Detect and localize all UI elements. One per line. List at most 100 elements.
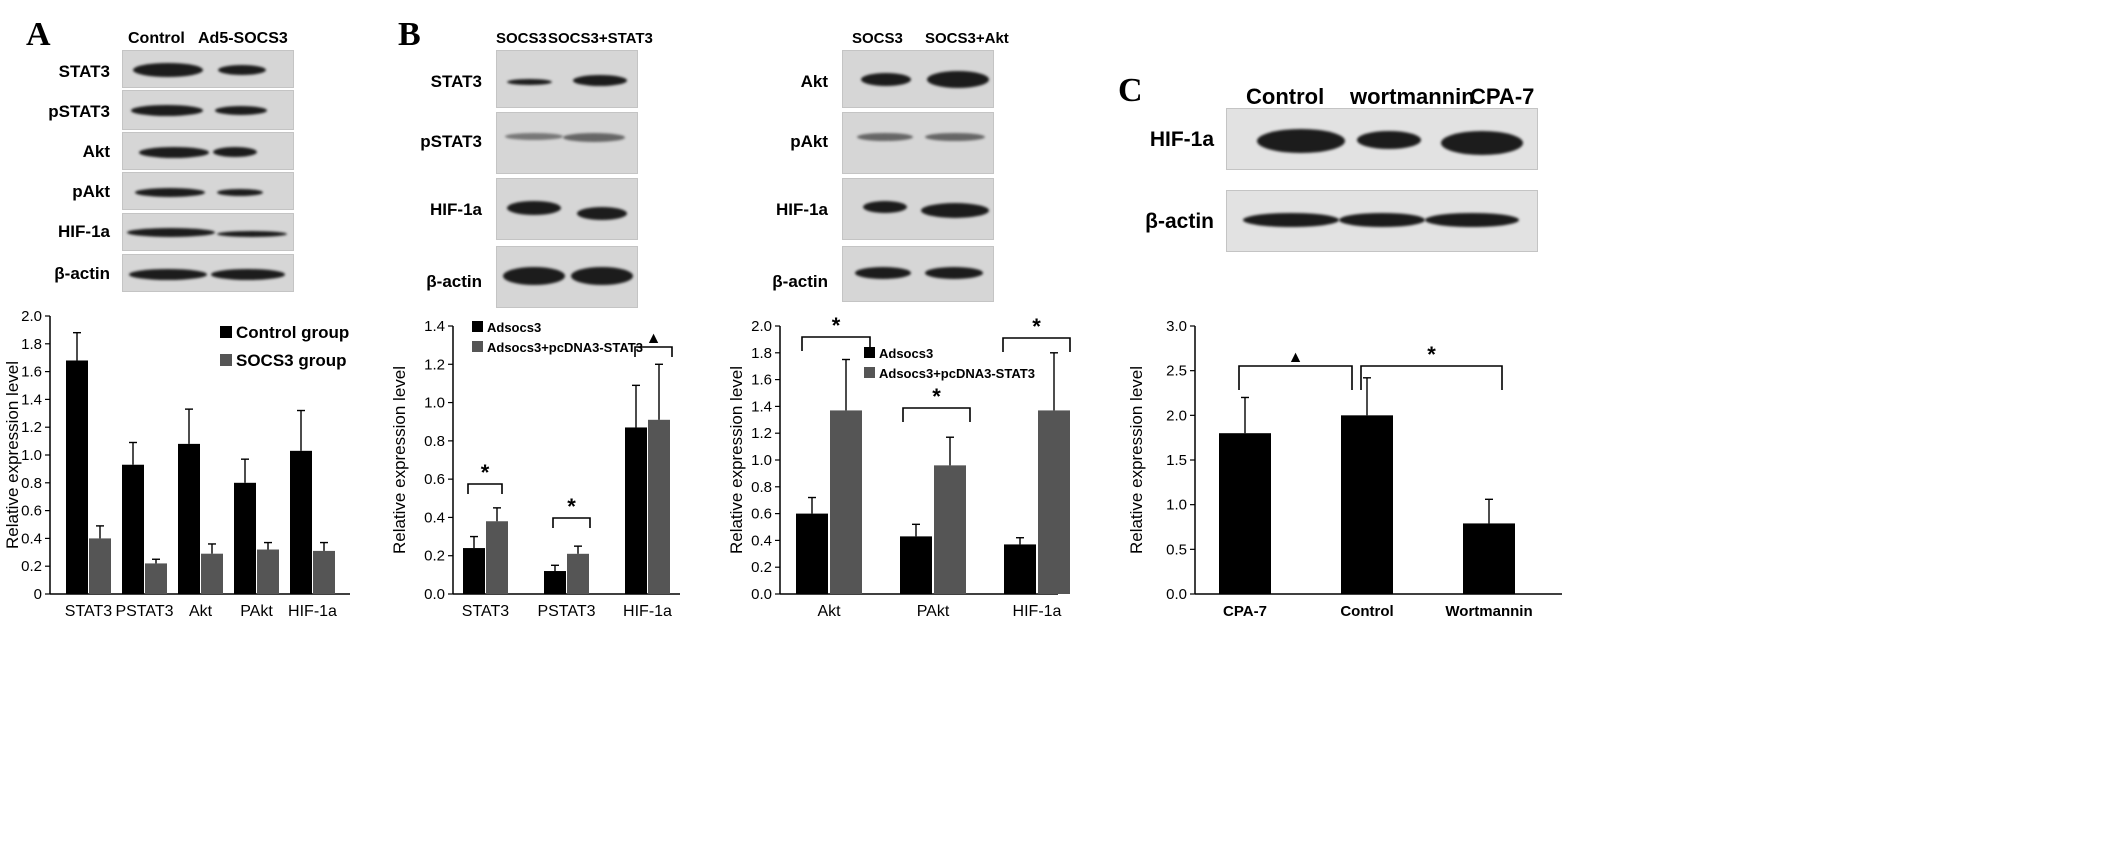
legend-label: SOCS3 group [236,351,347,370]
blot-strip [496,178,638,240]
bar [1219,433,1271,594]
bar [1463,523,1515,594]
panel-letter-b: B [398,16,421,53]
lane-label-cpa-7: CPA-7 [1470,84,1535,109]
significance-marker: * [567,494,576,519]
y-tick-label: 1.2 [751,425,772,442]
bar [900,536,932,594]
y-tick-label: 2.0 [1166,407,1187,424]
significance-bracket [902,407,971,422]
legend-label: Adsocs3+pcDNA3-STAT3 [879,366,1035,381]
bar [1038,410,1070,594]
y-tick-label: 0.6 [751,506,772,523]
significance-marker: * [1427,342,1436,367]
blot-label: pSTAT3 [48,102,110,121]
blot-label: β-actin [426,272,482,291]
blot-strip [1226,190,1538,252]
bar [934,465,966,594]
y-tick-label: 1.0 [1166,497,1187,514]
chart-a: 0 0.2 0.4 0.6 0.8 1.0 1.2 1.4 1.6 1.8 2.0 Relative … [3,308,350,620]
bar [567,553,589,594]
significance-bracket [634,346,673,357]
bar [66,360,88,594]
bar [1004,544,1036,594]
lane-label-socs3: SOCS3 [496,30,547,47]
blot-strip [122,90,294,130]
blot-label: HIF-1a [776,200,828,219]
legend-swatch [864,367,875,378]
significance-marker: * [1032,314,1041,339]
legend-swatch [864,347,875,358]
significance-bracket [1002,337,1071,352]
bar [544,571,566,594]
blot-strip [122,254,294,292]
y-tick-label: 1.0 [21,447,42,464]
blot-strip [842,50,994,108]
blot-label: pAkt [790,132,828,151]
y-tick-label: 0.4 [751,532,772,549]
y-tick-label: 0 [34,586,42,603]
bar [145,563,167,594]
legend-label: Control group [236,323,349,342]
x-tick-label: STAT3 [65,603,113,620]
blot-label: HIF-1a [430,200,482,219]
bar [122,464,144,594]
bar [178,443,200,594]
x-tick-label: Control [1340,603,1393,620]
legend-label: Adsocs3 [879,346,933,361]
y-tick-label: 0.2 [424,548,445,565]
bar [257,549,279,594]
blot-strip [496,246,638,308]
y-tick-label: 1.6 [21,364,42,381]
y-tick-label: 0.6 [424,471,445,488]
blot-label: pSTAT3 [420,132,482,151]
y-tick-label: 0.4 [21,530,42,547]
y-tick-label: 0.8 [751,479,772,496]
y-tick-label: 1.4 [424,318,445,335]
blot-strip [842,112,994,174]
x-tick-label: STAT3 [462,603,510,620]
y-tick-label: 3.0 [1166,318,1187,335]
y-axis-title: Relative expression level [3,361,22,549]
bar [796,513,828,594]
significance-bracket [467,483,503,494]
lane-label-socs3-stat3: SOCS3+STAT3 [548,30,653,47]
y-tick-label: 0.6 [21,503,42,520]
bar [830,410,862,594]
lane-label-wortmannin: wortmannin [1350,84,1475,109]
blot-strip [842,246,994,302]
bar [201,553,223,594]
significance-marker: * [481,460,490,485]
blot-strip [842,178,994,240]
significance-bracket [552,517,591,528]
x-tick-label: PAkt [240,603,273,620]
y-tick-label: 0.0 [424,586,445,603]
blot-label: STAT3 [430,72,482,91]
lane-label-control-c: Control [1246,84,1325,109]
blot-label: HIF-1a [58,222,110,241]
lane-label-socs3-b2: SOCS3 [852,30,903,47]
x-tick-label: Akt [189,603,213,620]
y-axis-title: Relative expression level [390,366,409,554]
y-tick-label: 1.4 [751,398,772,415]
y-tick-label: 1.5 [1166,452,1187,469]
significance-bracket [1360,365,1503,390]
y-tick-label: 0.5 [1166,541,1187,558]
y-axis-title: Relative expression level [1127,366,1146,554]
blot-strip [122,50,294,88]
bar [1341,415,1393,594]
blot-label: STAT3 [58,62,110,81]
blot-strip [122,172,294,210]
legend-swatch [220,354,232,366]
bar [648,419,670,594]
bar [290,450,312,594]
blot-label: β-actin [1145,210,1214,233]
y-tick-label: 1.6 [751,372,772,389]
chart-c: 0.0 0.5 1.0 1.5 2.0 2.5 3.0 Relative expression… [1127,318,1562,620]
significance-marker: ▲ [646,330,662,347]
blot-label: HIF-1a [1149,128,1214,151]
y-tick-label: 2.5 [1166,363,1187,380]
chart-b1: 0.0 0.2 0.4 0.6 0.8 1.0 1.2 1.4 Relative express… [390,318,680,620]
y-tick-label: 2.0 [21,308,42,325]
